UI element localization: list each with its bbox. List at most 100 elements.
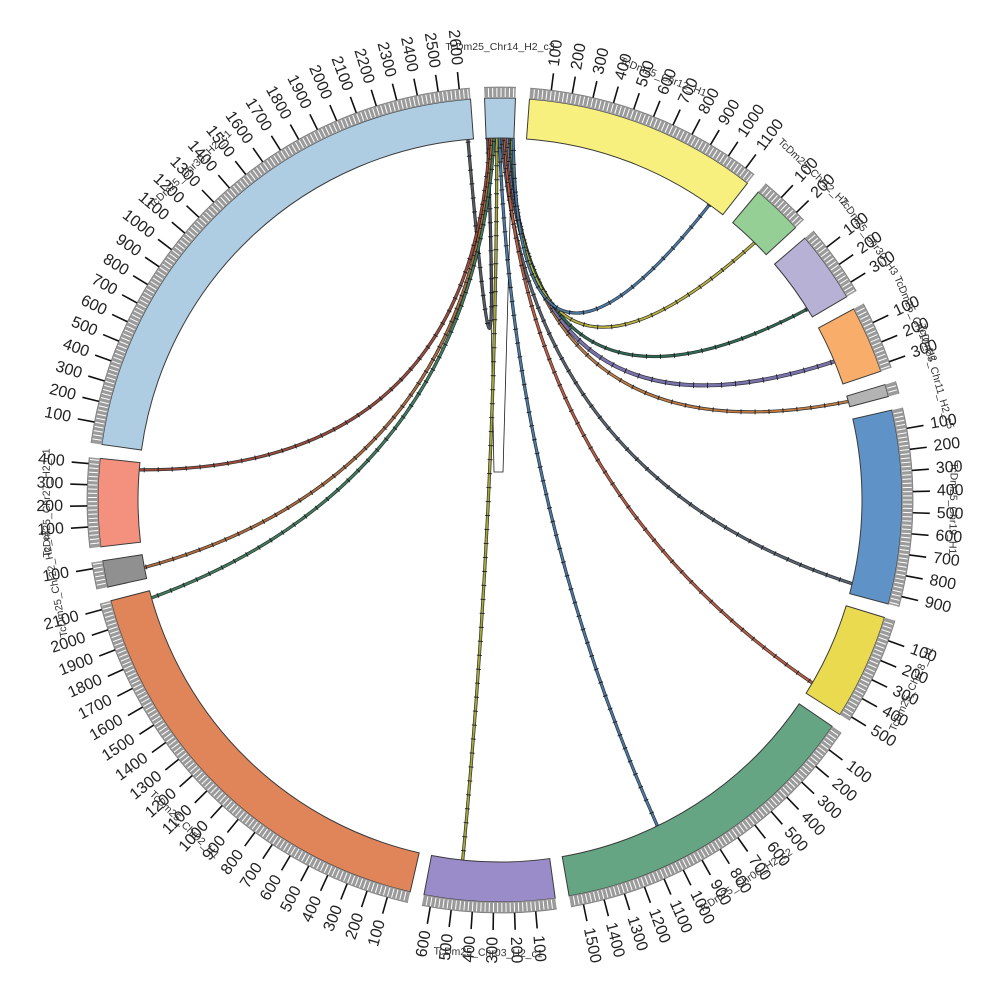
- ruler-band: [87, 457, 101, 549]
- link-Chr14_H2_c3-to-Chr28_H1: [501, 137, 814, 686]
- major-tick: [171, 221, 186, 234]
- major-tick: [270, 135, 282, 151]
- tick-label: 100: [929, 411, 958, 432]
- segment-band: [561, 703, 833, 897]
- tick-label: 400: [299, 894, 326, 925]
- segment-Chr06_H2_c2: 1002003004005006007008009001000110012001…: [561, 703, 875, 965]
- major-tick: [329, 104, 338, 122]
- tick-label: 200: [343, 911, 368, 942]
- major-tick: [719, 848, 730, 865]
- major-tick: [88, 375, 105, 382]
- tick-label: 300: [590, 46, 613, 76]
- ruler-band: [100, 600, 411, 903]
- tick-label: 300: [321, 903, 347, 934]
- tick-label: 1500: [580, 926, 604, 964]
- major-tick: [217, 174, 231, 189]
- tick-label: 600: [413, 929, 434, 958]
- major-tick: [201, 189, 215, 203]
- major-tick: [780, 184, 794, 199]
- major-tick: [82, 396, 100, 403]
- segment-band: [846, 383, 890, 408]
- segment-band: [817, 308, 882, 385]
- segment-name-label: TcDm25_Chr27_H2_c1: [41, 448, 54, 557]
- ruler-band: [885, 381, 900, 397]
- major-tick: [881, 334, 898, 343]
- segment-band: [805, 605, 886, 716]
- major-tick: [252, 147, 264, 163]
- major-tick: [280, 855, 291, 871]
- segment-Chr30_H2_c1: 1002003004005006007008009001000110012001…: [43, 29, 475, 451]
- segment-band: [97, 457, 142, 548]
- tick-label: 300: [36, 474, 63, 492]
- major-tick: [210, 805, 223, 819]
- tick-label: 200: [36, 498, 63, 515]
- major-tick: [801, 781, 815, 795]
- major-tick: [164, 758, 180, 771]
- tick-label: 200: [568, 42, 589, 71]
- major-tick: [880, 659, 897, 668]
- major-tick: [672, 109, 681, 126]
- tick-label: 2500: [421, 31, 443, 69]
- major-tick: [571, 76, 577, 94]
- major-tick: [234, 160, 247, 176]
- major-tick: [132, 275, 149, 286]
- major-tick: [70, 526, 88, 529]
- major-tick: [534, 911, 538, 929]
- ruler-band: [888, 407, 913, 607]
- major-tick: [102, 333, 120, 342]
- tick-label: 200: [507, 936, 525, 963]
- major-tick: [612, 86, 619, 104]
- tick-label: 100: [529, 935, 548, 963]
- major-tick: [652, 100, 661, 117]
- major-tick: [623, 893, 631, 911]
- major-tick: [85, 608, 103, 615]
- major-tick: [121, 294, 138, 304]
- major-tick: [309, 113, 319, 130]
- segment-name-label: TcDm25_Chr03_H2_c1: [433, 945, 543, 960]
- segment-band: [773, 237, 848, 318]
- tick-label: 400: [612, 52, 636, 82]
- tick-label: 1200: [645, 906, 673, 945]
- links-layer: [139, 137, 853, 861]
- tick-label: 400: [460, 935, 479, 963]
- major-tick: [582, 904, 588, 922]
- link-Chr14_H2_c3-to-Chr22_H2_c2: [143, 137, 495, 570]
- segment-band: [423, 854, 556, 903]
- major-tick: [861, 697, 878, 708]
- major-tick: [391, 83, 398, 101]
- major-tick: [745, 153, 757, 169]
- tick-label: 100: [37, 520, 65, 539]
- tick-label: 100: [546, 39, 566, 68]
- major-tick: [71, 461, 89, 465]
- major-tick: [77, 418, 95, 423]
- major-tick: [701, 859, 712, 876]
- segment-band: [731, 191, 797, 256]
- major-tick: [795, 200, 810, 213]
- major-tick: [107, 668, 124, 678]
- tick-label: 400: [937, 482, 964, 500]
- major-tick: [603, 899, 610, 917]
- segment-Chr14_H2_c3: TcDm25_Chr14_H2_c3: [445, 41, 555, 139]
- major-tick: [871, 679, 888, 688]
- major-tick: [872, 314, 889, 324]
- major-tick: [737, 837, 749, 852]
- tick-label: 800: [928, 572, 957, 594]
- major-tick: [911, 468, 929, 472]
- ruler-band: [758, 183, 804, 228]
- major-tick: [91, 629, 109, 637]
- major-tick: [226, 818, 239, 834]
- major-tick: [426, 906, 431, 924]
- tick-label: 200: [933, 435, 962, 455]
- major-tick: [632, 92, 640, 110]
- tick-label: 100: [43, 404, 73, 426]
- segment-Chr12_H1: 100 200 300 40050060070080090010001100TcDm2…: [525, 39, 787, 216]
- segment-name-label: TcDm25_Chr19_H1: [946, 462, 960, 555]
- major-tick: [448, 910, 452, 928]
- major-tick: [888, 355, 906, 363]
- major-tick: [360, 890, 368, 908]
- major-tick: [727, 141, 739, 157]
- tick-label: 300: [935, 458, 963, 477]
- tick-label: 700: [932, 550, 961, 570]
